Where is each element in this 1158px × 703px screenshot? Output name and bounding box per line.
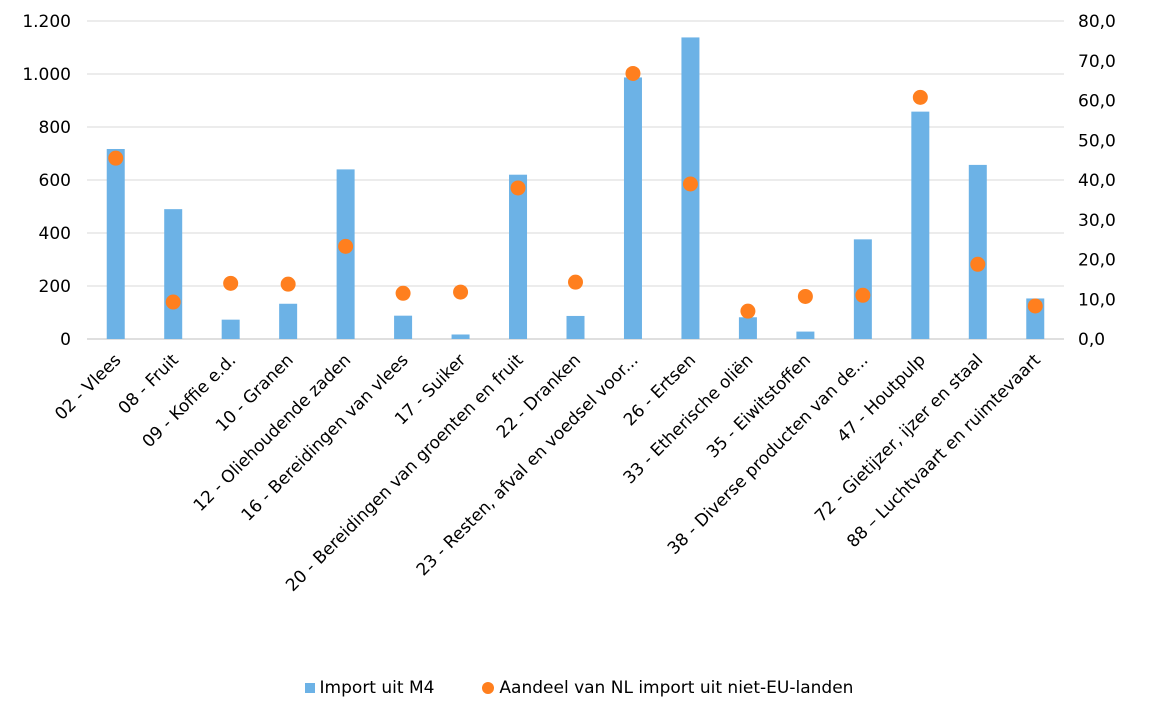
- bar-import-m4: [164, 209, 183, 339]
- point-share-non-eu: [280, 276, 296, 292]
- bar-import-m4: [968, 164, 987, 339]
- y-left-tick-label: 1.200: [22, 12, 71, 32]
- y-right-tick-label: 50,0: [1078, 131, 1116, 151]
- bar-import-m4: [911, 111, 930, 339]
- bar-import-m4: [566, 315, 585, 339]
- legend-item-import: Import uit M4: [304, 678, 435, 698]
- bar-import-m4: [279, 303, 298, 339]
- point-share-non-eu: [108, 150, 124, 166]
- dot-swatch-icon: [482, 682, 495, 694]
- point-share-non-eu: [453, 284, 469, 300]
- legend-item-share: Aandeel van NL import uit niet-EU-landen: [482, 678, 853, 698]
- point-share-non-eu: [625, 65, 641, 81]
- x-category-label: 02 - Vlees: [51, 350, 125, 424]
- bar-import-m4: [221, 319, 240, 339]
- bar-import-m4: [394, 315, 413, 339]
- legend-label-import: Import uit M4: [319, 678, 435, 698]
- y-left-tick-label: 800: [39, 118, 71, 138]
- point-share-non-eu: [510, 180, 526, 196]
- point-share-non-eu: [1027, 298, 1043, 314]
- bar-import-m4: [738, 317, 757, 339]
- y-right-tick-label: 60,0: [1078, 92, 1116, 112]
- point-share-non-eu: [970, 256, 986, 272]
- legend-label-share: Aandeel van NL import uit niet-EU-landen: [499, 678, 854, 698]
- y-right-tick-label: 40,0: [1078, 171, 1116, 191]
- y-right-tick-label: 70,0: [1078, 52, 1116, 72]
- point-share-non-eu: [740, 303, 756, 319]
- point-share-non-eu: [568, 274, 583, 290]
- y-right-tick-label: 0,0: [1078, 330, 1105, 350]
- point-share-non-eu: [395, 285, 411, 301]
- y-right-tick-label: 80,0: [1078, 12, 1116, 32]
- point-share-non-eu: [165, 294, 181, 310]
- bar-import-m4: [106, 148, 125, 339]
- point-share-non-eu: [682, 176, 698, 192]
- bar-import-m4: [623, 77, 642, 339]
- point-share-non-eu: [797, 288, 813, 304]
- bar-import-m4: [451, 334, 470, 339]
- point-share-non-eu: [855, 287, 871, 303]
- y-right-tick-label: 30,0: [1078, 211, 1116, 231]
- chart-legend: Import uit M4 Aandeel van NL import uit …: [0, 676, 1158, 700]
- combo-chart: 0 200 400 600 800 1.000 1.200 0,0 10,0 20,0 30,0 40…: [22, 12, 1116, 596]
- bar-import-m4: [336, 169, 355, 339]
- y-right-tick-label: 20,0: [1078, 251, 1116, 271]
- point-share-non-eu: [912, 89, 928, 105]
- point-share-non-eu: [338, 238, 354, 254]
- y-left-tick-label: 1.000: [22, 65, 71, 85]
- y-left-tick-label: 200: [39, 277, 71, 297]
- bar-swatch-icon: [304, 683, 315, 693]
- x-category-label: 35 - Eiwitstoffen: [703, 350, 815, 462]
- bar-import-m4: [509, 174, 528, 339]
- y-right-tick-label: 10,0: [1078, 290, 1116, 310]
- point-share-non-eu: [223, 275, 239, 291]
- y-left-tick-label: 600: [39, 171, 71, 191]
- bar-import-m4: [796, 331, 815, 339]
- y-left-tick-label: 400: [39, 224, 71, 244]
- y-left-tick-label: 0: [60, 330, 71, 350]
